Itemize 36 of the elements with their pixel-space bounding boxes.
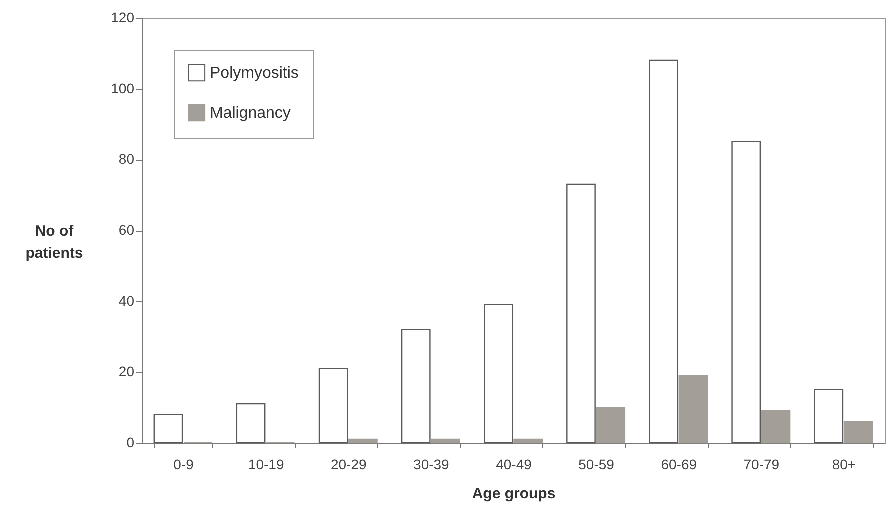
bar xyxy=(844,421,874,444)
y-tick-label: 20 xyxy=(118,364,135,380)
x-tick-label: 50-59 xyxy=(578,456,615,472)
bar xyxy=(401,329,431,444)
bar xyxy=(154,414,184,444)
y-tick-label: 100 xyxy=(111,80,135,96)
bar xyxy=(596,406,626,444)
bar xyxy=(732,141,762,444)
bar xyxy=(514,438,543,444)
y-tick-label: 40 xyxy=(118,292,135,309)
bar xyxy=(649,60,678,444)
bar xyxy=(348,438,378,444)
bar xyxy=(318,368,348,444)
x-tick-label: 70-79 xyxy=(744,456,780,472)
bar xyxy=(484,304,514,444)
y-axis-title: No of patients xyxy=(26,223,84,262)
bar xyxy=(431,438,460,444)
bar xyxy=(236,403,266,444)
y-tick-label: 60 xyxy=(118,222,135,238)
y-tick-label: 80 xyxy=(118,151,135,168)
x-tick-label: 80+ xyxy=(832,456,856,472)
bar xyxy=(566,184,596,444)
x-tick-label: 0-9 xyxy=(174,456,194,472)
x-tick-label: 60-69 xyxy=(661,456,698,472)
bar xyxy=(761,410,791,444)
y-tick-label: 120 xyxy=(111,10,135,26)
y-tick-label: 0 xyxy=(126,434,135,450)
x-tick-label: 10-19 xyxy=(248,456,284,472)
bar xyxy=(814,389,844,444)
x-tick-label: 20-29 xyxy=(330,456,368,472)
legend-label: Malignancy xyxy=(210,105,291,122)
x-axis-title: Age groups xyxy=(472,486,556,502)
bar xyxy=(678,375,708,444)
x-tick-label: 30-39 xyxy=(414,456,450,472)
legend-label: Polymyositis xyxy=(210,65,299,82)
x-tick-label: 40-49 xyxy=(496,456,532,472)
